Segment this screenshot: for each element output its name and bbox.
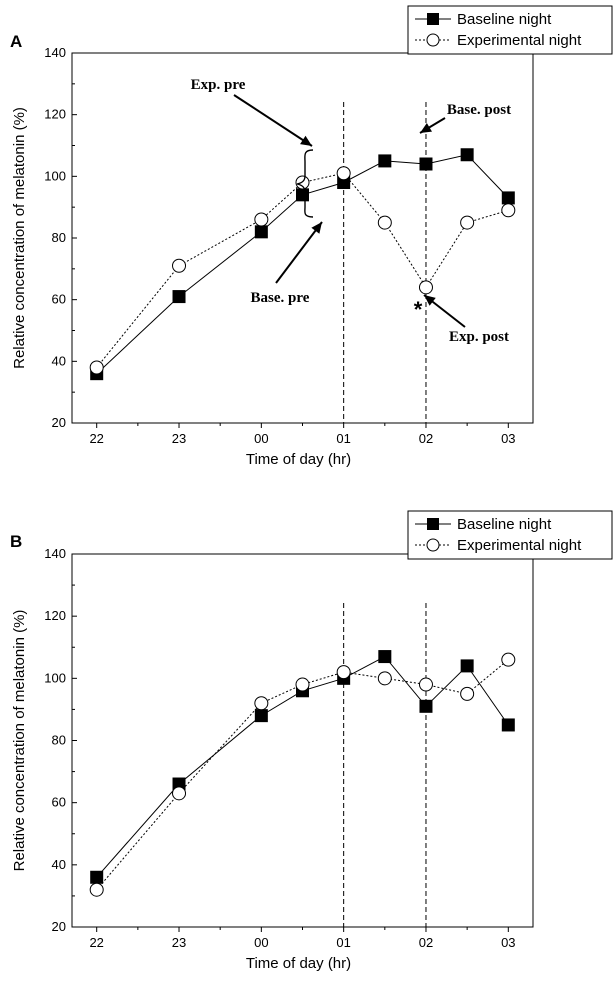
data-point-experimental: [172, 258, 187, 273]
data-point-experimental: [377, 215, 392, 230]
annotation-exp-post: Exp. post: [449, 329, 509, 345]
bracket-exp-base-pre: [296, 149, 314, 218]
x-tick-label: 23: [172, 935, 186, 950]
annotation-exp-pre: Exp. pre: [191, 77, 246, 93]
y-tick-label: 140: [44, 45, 66, 60]
data-point-baseline: [90, 870, 104, 884]
data-point-baseline: [419, 157, 433, 171]
x-tick-label: 23: [172, 431, 186, 446]
arrow-exp-pre-shaft: [233, 94, 313, 147]
y-tick-label: 80: [52, 733, 66, 748]
data-point-baseline: [172, 290, 186, 304]
x-axis-label: Time of day (hr): [246, 451, 351, 468]
x-tick-label: 22: [89, 431, 103, 446]
data-point-experimental: [377, 671, 392, 686]
data-point-baseline: [296, 188, 309, 202]
legend-marker-square: [427, 13, 439, 25]
y-tick-label: 40: [52, 353, 66, 368]
y-tick-label: 40: [52, 857, 66, 872]
data-point-baseline: [501, 718, 515, 732]
x-tick-label: 02: [419, 935, 433, 950]
panel-letter: B: [10, 532, 22, 551]
data-point-experimental: [418, 280, 433, 295]
data-point-experimental: [89, 360, 104, 375]
data-point-experimental: [501, 652, 516, 667]
chart-panel-b: B 20 40 60 80 100 120 140 22 23 00 01 02 03 Time of da…: [10, 510, 613, 972]
data-point-experimental: [254, 212, 269, 227]
y-axis-label: Relative concentration of melatonin (%): [11, 610, 28, 872]
arrow-exp-post-head: [424, 295, 436, 306]
data-point-baseline: [460, 659, 474, 673]
x-tick-label: 03: [501, 935, 515, 950]
x-tick-label: 00: [254, 431, 268, 446]
data-point-experimental: [254, 696, 269, 711]
legend-marker-circle: [426, 538, 440, 552]
legend-label: Baseline night: [457, 11, 552, 28]
x-tick-label: 22: [89, 935, 103, 950]
data-point-experimental: [460, 215, 475, 230]
legend-marker-square: [427, 518, 439, 530]
data-point-baseline: [254, 225, 268, 239]
y-axis-label: Relative concentration of melatonin (%): [11, 107, 28, 369]
legend-box: [407, 5, 613, 55]
y-tick-label: 140: [44, 546, 66, 561]
data-point-baseline: [254, 709, 268, 723]
x-tick-label: 01: [336, 935, 350, 950]
data-point-experimental: [295, 677, 310, 692]
data-point-baseline: [460, 148, 474, 162]
y-tick-label: 20: [52, 415, 66, 430]
legend-box: [407, 510, 613, 560]
x-axis-label: Time of day (hr): [246, 955, 351, 972]
data-point-baseline: [419, 699, 433, 713]
y-tick-label: 60: [52, 292, 66, 307]
arrow-base-pre-shaft: [275, 221, 323, 284]
y-tick-label: 100: [44, 168, 66, 183]
y-tick-label: 120: [44, 608, 66, 623]
arrow-base-post-head: [420, 123, 433, 133]
data-point-baseline: [501, 191, 515, 205]
data-point-experimental: [336, 166, 351, 181]
y-tick-label: 80: [52, 230, 66, 245]
data-point-experimental: [501, 203, 516, 218]
x-tick-label: 01: [336, 431, 350, 446]
data-point-experimental: [172, 786, 187, 801]
plot-frame: [71, 553, 534, 928]
x-tick-label: 03: [501, 431, 515, 446]
series-line-experimental: [96, 172, 509, 368]
y-tick-label: 20: [52, 919, 66, 934]
data-point-baseline: [378, 154, 392, 168]
arrow-exp-pre-head: [300, 135, 312, 146]
legend-label: Baseline night: [457, 516, 552, 533]
data-point-experimental: [460, 686, 475, 701]
y-tick-label: 100: [44, 670, 66, 685]
annotation-base-post: Base. post: [447, 102, 511, 118]
data-point-experimental: [89, 882, 104, 897]
arrow-base-pre-head: [311, 222, 322, 234]
legend-label: Experimental night: [457, 537, 582, 554]
legend-marker-circle: [426, 33, 440, 47]
data-point-baseline: [378, 650, 392, 664]
annotation-base-pre: Base. pre: [251, 290, 310, 306]
y-tick-label: 60: [52, 795, 66, 810]
legend-label: Experimental night: [457, 32, 582, 49]
x-tick-label: 02: [419, 431, 433, 446]
chart-panel-a: A 20 40 60 80 100 120 140 22 23 00 01 02 03 Time of da…: [10, 5, 613, 468]
y-tick-label: 120: [44, 107, 66, 122]
x-tick-label: 00: [254, 935, 268, 950]
significance-asterisk: *: [414, 297, 423, 322]
legend: Baseline night Experimental night: [407, 510, 613, 560]
legend: Baseline night Experimental night: [407, 5, 613, 55]
panel-letter: A: [10, 32, 22, 51]
data-point-experimental: [418, 677, 433, 692]
annotations: Exp. pre Base. pre Base. post Exp. post *: [191, 77, 511, 345]
data-point-experimental: [336, 665, 351, 680]
